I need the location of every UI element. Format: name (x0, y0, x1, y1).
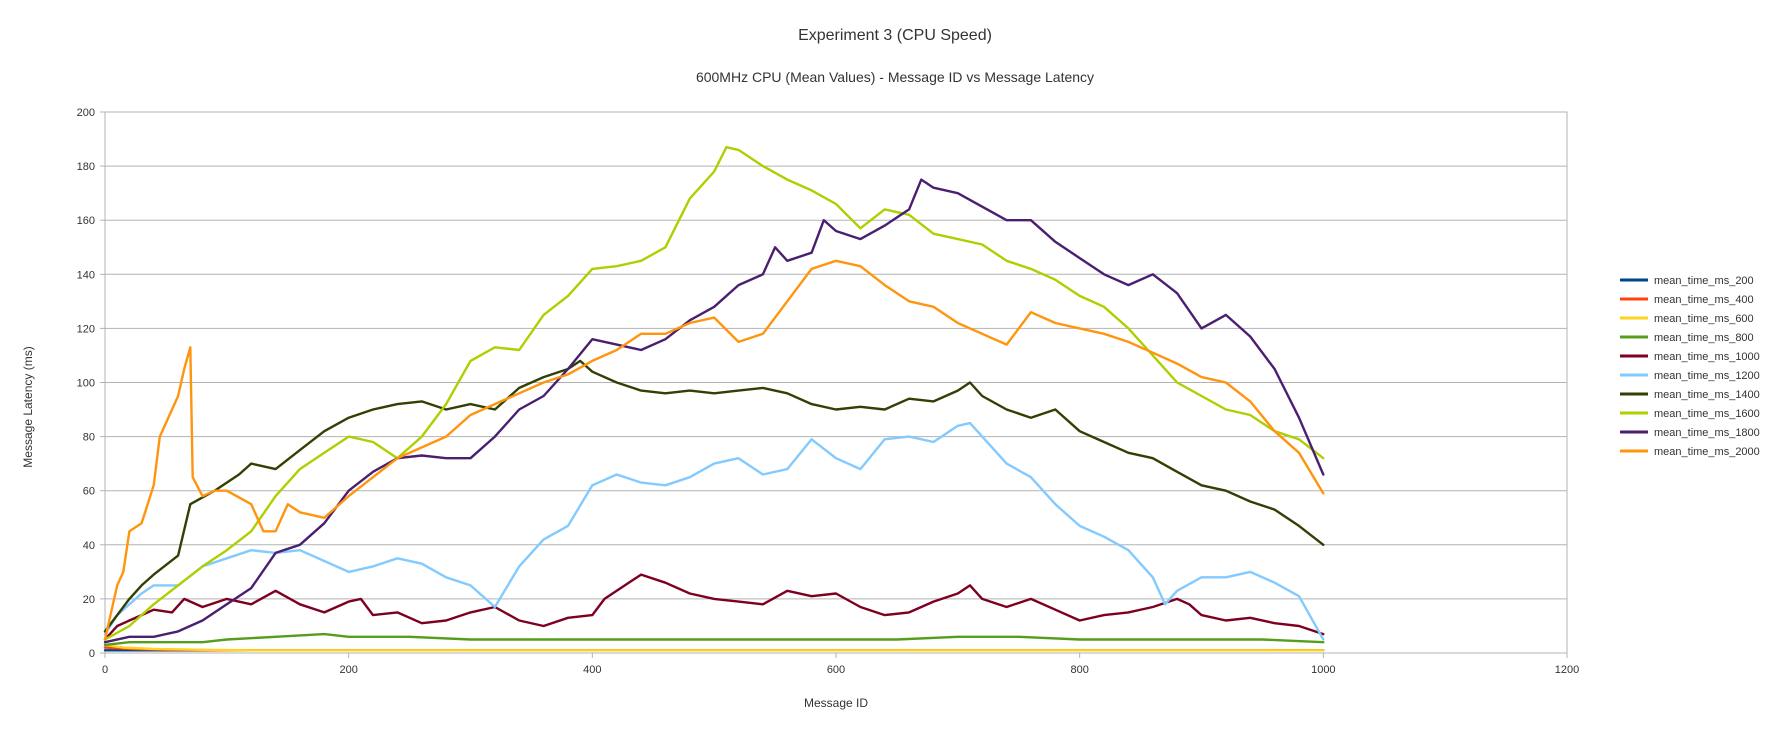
y-tick-label: 140 (77, 269, 95, 281)
legend-label: mean_time_ms_1200 (1654, 370, 1760, 382)
legend-label: mean_time_ms_600 (1654, 313, 1754, 325)
series-line-mean_time_ms_1600 (103, 145, 1325, 641)
legend: mean_time_ms_200 mean_time_ms_400 mean_tim… (1620, 275, 1760, 458)
series-line-mean_time_ms_1400 (103, 359, 1325, 633)
x-tick-label: 400 (583, 664, 601, 676)
x-tick-label: 0 (102, 664, 108, 676)
series-line-mean_time_ms_1000 (103, 573, 1325, 641)
legend-label: mean_time_ms_1400 (1654, 389, 1760, 401)
x-tick-label: 200 (339, 664, 357, 676)
series-line-mean_time_ms_2000 (103, 259, 1325, 641)
y-tick-label: 180 (77, 161, 95, 173)
y-axis-label: Message Latency (ms) (21, 346, 35, 467)
x-tick-label: 800 (1070, 664, 1088, 676)
y-tick-label: 100 (77, 378, 95, 390)
legend-label: mean_time_ms_200 (1654, 275, 1754, 287)
legend-label: mean_time_ms_400 (1654, 294, 1754, 306)
x-axis-label: Message ID (804, 696, 868, 710)
y-tick-label: 20 (83, 594, 95, 606)
legend-label: mean_time_ms_1800 (1654, 427, 1760, 439)
series-line-mean_time_ms_1800 (103, 178, 1325, 644)
x-tick-label: 600 (827, 664, 845, 676)
y-tick-label: 120 (77, 323, 95, 335)
y-tick-label: 60 (83, 486, 95, 498)
legend-label: mean_time_ms_2000 (1654, 446, 1760, 458)
legend-label: mean_time_ms_1600 (1654, 408, 1760, 420)
x-tick-label: 1200 (1555, 664, 1579, 676)
y-tick-label: 200 (77, 107, 95, 119)
x-tick-label: 1000 (1311, 664, 1335, 676)
axes: 0 20 40 60 80 100 120 140 160 180 200 0 200 400 600 800… (77, 107, 1580, 676)
series-lines (103, 145, 1325, 652)
y-tick-label: 40 (83, 540, 95, 552)
y-tick-label: 80 (83, 432, 95, 444)
chart-title: Experiment 3 (CPU Speed) (798, 27, 992, 44)
chart-subtitle: 600MHz CPU (Mean Values) - Message ID vs… (696, 69, 1094, 85)
series-line-mean_time_ms_600 (103, 643, 1325, 652)
y-tick-label: 0 (89, 648, 95, 660)
legend-label: mean_time_ms_800 (1654, 332, 1754, 344)
series-line-mean_time_ms_800 (103, 632, 1325, 647)
y-tick-label: 160 (77, 215, 95, 227)
legend-label: mean_time_ms_1000 (1654, 351, 1760, 363)
